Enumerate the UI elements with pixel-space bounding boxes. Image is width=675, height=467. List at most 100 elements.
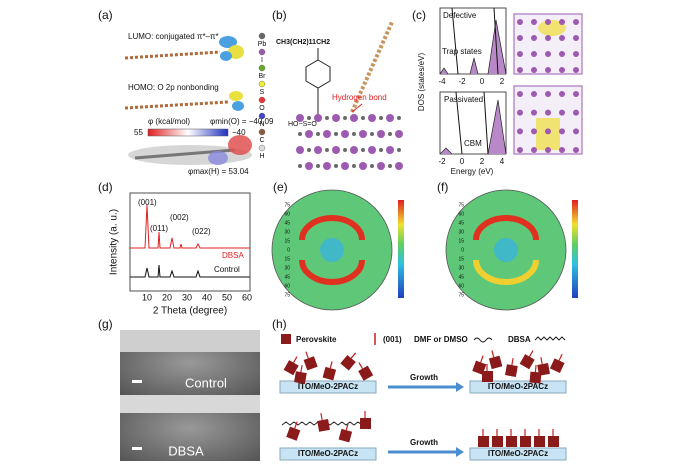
lattice-atom (334, 164, 338, 168)
orientation-arrow (329, 361, 333, 369)
growth-label: Growth (410, 373, 438, 382)
x-tick-label: -4 (438, 77, 446, 86)
perovskite-cube (358, 365, 374, 381)
growth-arrowhead (456, 382, 464, 392)
passivated-text: Passivated (444, 95, 483, 104)
lattice-atom (325, 116, 329, 120)
peak-label: (022) (192, 227, 211, 236)
x-tick-label: 50 (222, 292, 232, 302)
panel-label: (e) (273, 180, 288, 194)
r-tick-label: 30 (284, 229, 290, 235)
x-tick-label: 2 (500, 77, 505, 86)
shape (124, 50, 221, 60)
legend-text: DBSA (222, 251, 244, 260)
phi-text: φ (kcal/mol) (148, 117, 190, 126)
r-tick-label: 15 (458, 256, 464, 262)
lattice-atom (343, 116, 347, 120)
r-tick-label: 15 (458, 238, 464, 244)
legend-cube (281, 334, 291, 344)
substrate (469, 447, 567, 461)
xrd-dbsa (130, 204, 250, 249)
scale-bar (132, 447, 142, 450)
perovskite-cube (506, 436, 517, 447)
xrd-control (130, 264, 250, 278)
lattice-atom (559, 128, 565, 135)
shape (228, 135, 252, 155)
perovskite-cube (488, 355, 503, 370)
r-tick-label: 75 (284, 292, 290, 298)
lattice-atom (368, 114, 376, 122)
r-tick-label: 75 (284, 202, 290, 208)
r-tick-label: 60 (284, 283, 290, 289)
growth-arrowhead (456, 447, 464, 457)
r-tick-label: 30 (458, 229, 464, 235)
diffraction-ring (299, 259, 365, 285)
atom-swatch (258, 128, 266, 136)
atom-label: H (259, 153, 264, 160)
lattice-atom (517, 51, 523, 57)
lattice-atom (323, 162, 331, 170)
sem-layer (120, 330, 260, 352)
legend-text: (001) (383, 335, 402, 344)
lattice-atom (517, 67, 523, 73)
lumo-text: LUMO: conjugated π*–π* (128, 32, 219, 41)
orientation-arrow (320, 413, 323, 421)
lattice-atom (531, 51, 537, 57)
lattice-atom (370, 132, 374, 136)
lattice-atom (341, 130, 349, 138)
lattice (296, 114, 403, 170)
shape (220, 51, 232, 61)
lattice-atom (573, 19, 579, 25)
atom-label: C (259, 137, 264, 144)
group: ITO/MeO-2PACz ITO/MeO-2PACz ITO/MeO-2PACz I… (279, 350, 567, 461)
lattice-atom (531, 109, 537, 116)
lattice-atom (545, 67, 551, 73)
sem-layer (120, 395, 260, 413)
orientation-arrow (511, 358, 514, 366)
y-axis-label: DOS (states/eV) (417, 53, 426, 112)
lattice-atom (370, 164, 374, 168)
colorbar (147, 128, 229, 137)
r-tick-label: 60 (458, 283, 464, 289)
shape (228, 45, 244, 59)
orientation-arrow (350, 352, 357, 359)
r-tick-label: 45 (458, 274, 464, 280)
atom-swatch (258, 32, 266, 40)
orientation-arrow (540, 357, 543, 365)
plot-frame (129, 192, 251, 292)
group: 10 20 30 40 50 60 (142, 292, 252, 302)
shape (219, 36, 237, 48)
atom-label: Pb (258, 41, 267, 48)
r-tick-label: 30 (284, 265, 290, 271)
lattice-atom (307, 116, 311, 120)
lattice-atom (352, 132, 356, 136)
group-text: HO−S=O (288, 121, 317, 128)
r-tick-label: 0 (461, 247, 464, 253)
lattice-atom (395, 162, 403, 170)
shape (232, 101, 244, 111)
peak-label: (011) (150, 224, 168, 233)
x-tick-label: -2 (458, 77, 466, 86)
x-tick-label: 2 (480, 157, 485, 166)
perovskite-cube (360, 418, 371, 429)
perovskite-cube (529, 371, 542, 384)
lattice-atom (573, 147, 579, 153)
perovskite-cube (482, 371, 493, 382)
lattice-atom (298, 164, 302, 168)
orientation-arrow (358, 362, 364, 369)
orientation-arrow (534, 364, 537, 373)
lattice-atom (517, 109, 523, 116)
plot-frame (439, 91, 507, 155)
x-tick-label: 20 (162, 292, 172, 302)
polar-ring (494, 238, 518, 262)
perovskite-cube (549, 358, 565, 373)
molecule-chain (350, 21, 394, 113)
sem-label: Control (185, 375, 227, 390)
lattice-atom (545, 35, 551, 41)
lumo-molecule (124, 36, 244, 61)
shape (124, 100, 229, 110)
lattice-atom (545, 19, 551, 25)
r-tick-label: 45 (284, 220, 290, 226)
defective-text: Defective (443, 11, 477, 20)
